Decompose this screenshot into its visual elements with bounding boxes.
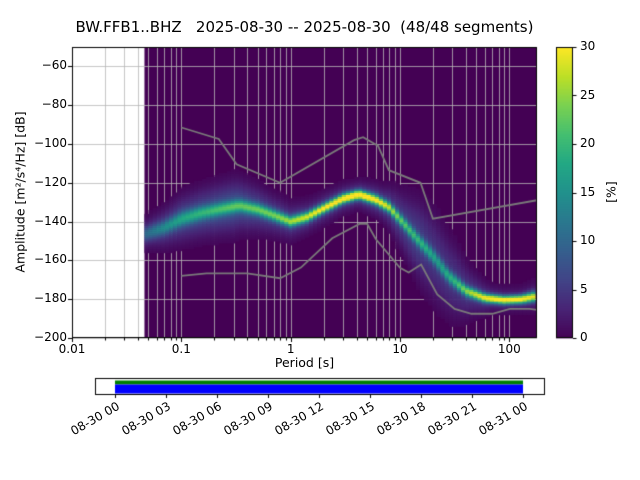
x-axis-tick-label: 0.1 <box>171 342 191 356</box>
colorbar-tick-label: 5 <box>580 281 588 296</box>
y-axis-tick-label: −100 <box>34 136 67 150</box>
colorbar-tick-label: 10 <box>580 233 596 247</box>
colorbar-tick-label: 0 <box>580 330 588 344</box>
x-axis-tick-label: 100 <box>497 342 521 356</box>
y-axis-tick-label: −80 <box>41 97 67 112</box>
colorbar-tick-label: 20 <box>580 136 596 150</box>
x-axis-tick-label: 10 <box>392 342 408 356</box>
y-axis-tick-label: −180 <box>34 291 67 306</box>
y-axis-label: Amplitude [m²/s⁴/Hz] [dB] <box>12 111 28 273</box>
y-axis-tick-label: −120 <box>34 174 67 189</box>
plot-title: BW.FFB1..BHZ 2025-08-30 -- 2025-08-30 (4… <box>75 18 534 36</box>
y-axis-tick-label: −200 <box>34 330 67 344</box>
colorbar-tick-label: 15 <box>580 184 596 199</box>
y-axis-tick-label: −60 <box>41 58 67 73</box>
x-axis-tick-label: 1 <box>286 342 295 356</box>
colorbar-tick-label: 30 <box>580 39 596 53</box>
x-axis-label: Period [s] <box>274 355 335 370</box>
colorbar-label: [%] <box>603 181 619 203</box>
y-axis-tick-label: −160 <box>34 252 67 267</box>
x-axis-tick-label: 0.01 <box>58 342 86 356</box>
colorbar-tick-label: 25 <box>580 87 596 102</box>
y-axis-tick-label: −140 <box>34 213 67 228</box>
